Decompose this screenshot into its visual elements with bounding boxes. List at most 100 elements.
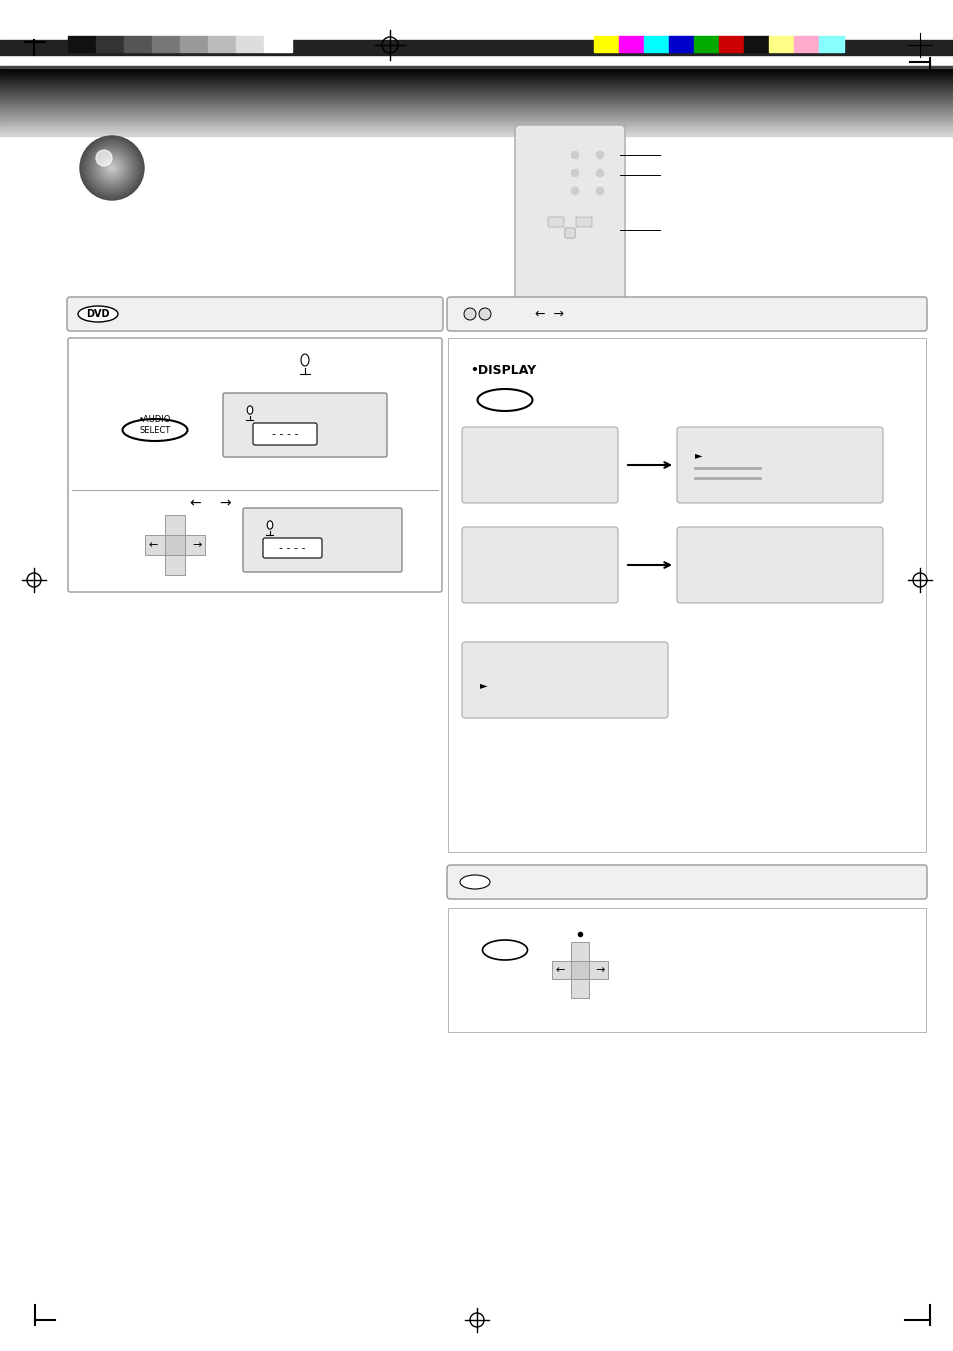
Bar bbox=[0, 99, 953, 100]
Bar bbox=[0, 93, 953, 95]
Bar bbox=[145, 535, 205, 555]
FancyBboxPatch shape bbox=[564, 228, 575, 238]
Circle shape bbox=[110, 166, 113, 170]
Bar bbox=[0, 123, 953, 124]
Bar bbox=[594, 36, 618, 51]
Text: ►: ► bbox=[479, 680, 487, 690]
Bar bbox=[719, 36, 743, 51]
Bar bbox=[0, 77, 953, 78]
FancyBboxPatch shape bbox=[564, 228, 575, 238]
Bar bbox=[668, 36, 693, 51]
Text: •AUDIO
SELECT: •AUDIO SELECT bbox=[139, 415, 171, 435]
Circle shape bbox=[111, 168, 112, 169]
Bar bbox=[0, 86, 953, 88]
Bar bbox=[0, 119, 953, 120]
Ellipse shape bbox=[478, 308, 491, 320]
FancyBboxPatch shape bbox=[515, 126, 624, 309]
Circle shape bbox=[105, 161, 119, 176]
Circle shape bbox=[99, 155, 125, 181]
Circle shape bbox=[91, 149, 132, 188]
Bar bbox=[0, 81, 953, 84]
Circle shape bbox=[103, 159, 121, 177]
Circle shape bbox=[86, 142, 138, 195]
Circle shape bbox=[83, 139, 141, 197]
Bar bbox=[68, 36, 96, 51]
Bar bbox=[0, 88, 953, 91]
Circle shape bbox=[108, 163, 116, 172]
Bar bbox=[0, 113, 953, 116]
FancyBboxPatch shape bbox=[447, 297, 926, 331]
Circle shape bbox=[571, 169, 578, 177]
Ellipse shape bbox=[122, 419, 188, 440]
Bar bbox=[571, 961, 588, 979]
Circle shape bbox=[92, 149, 131, 186]
Bar bbox=[0, 134, 953, 136]
Bar bbox=[0, 95, 953, 97]
Circle shape bbox=[109, 165, 115, 172]
Circle shape bbox=[82, 138, 142, 199]
Bar bbox=[0, 126, 953, 127]
Bar bbox=[0, 105, 953, 107]
Circle shape bbox=[97, 153, 127, 182]
Circle shape bbox=[596, 151, 603, 159]
Bar bbox=[0, 74, 953, 77]
Bar bbox=[643, 36, 668, 51]
FancyBboxPatch shape bbox=[677, 527, 882, 603]
Circle shape bbox=[96, 150, 112, 166]
FancyBboxPatch shape bbox=[68, 338, 441, 592]
Circle shape bbox=[88, 145, 136, 192]
FancyBboxPatch shape bbox=[253, 423, 316, 444]
FancyBboxPatch shape bbox=[461, 527, 618, 603]
Text: →: → bbox=[193, 540, 201, 550]
Bar bbox=[152, 36, 180, 51]
Circle shape bbox=[100, 155, 124, 180]
Text: →: → bbox=[219, 496, 231, 509]
Ellipse shape bbox=[482, 940, 527, 961]
Bar bbox=[0, 120, 953, 123]
Bar bbox=[165, 535, 185, 555]
Text: DVD: DVD bbox=[86, 309, 110, 319]
Circle shape bbox=[91, 147, 132, 189]
Bar bbox=[0, 127, 953, 130]
Bar bbox=[552, 961, 607, 979]
Bar bbox=[0, 84, 953, 85]
Circle shape bbox=[87, 143, 137, 193]
Text: ←: ← bbox=[148, 540, 157, 550]
Bar bbox=[0, 66, 953, 68]
Circle shape bbox=[106, 162, 118, 174]
Bar bbox=[0, 118, 953, 119]
Bar bbox=[0, 107, 953, 109]
FancyBboxPatch shape bbox=[547, 218, 563, 227]
FancyBboxPatch shape bbox=[223, 393, 387, 457]
FancyBboxPatch shape bbox=[576, 218, 592, 227]
Bar bbox=[0, 91, 953, 92]
Bar bbox=[0, 130, 953, 131]
Circle shape bbox=[596, 186, 603, 195]
FancyBboxPatch shape bbox=[263, 538, 322, 558]
FancyBboxPatch shape bbox=[447, 865, 926, 898]
FancyBboxPatch shape bbox=[448, 338, 925, 852]
Circle shape bbox=[98, 154, 126, 182]
Ellipse shape bbox=[267, 520, 273, 530]
Bar bbox=[180, 36, 208, 51]
FancyBboxPatch shape bbox=[67, 297, 442, 331]
Circle shape bbox=[94, 150, 130, 186]
Circle shape bbox=[571, 151, 578, 159]
Circle shape bbox=[107, 163, 117, 173]
Text: - - - -: - - - - bbox=[278, 543, 305, 553]
Bar bbox=[0, 73, 953, 74]
Ellipse shape bbox=[301, 354, 309, 366]
FancyBboxPatch shape bbox=[243, 508, 401, 571]
Bar bbox=[0, 68, 953, 70]
Bar bbox=[793, 36, 818, 51]
Bar bbox=[768, 36, 793, 51]
Text: ►: ► bbox=[695, 450, 701, 459]
Bar bbox=[0, 70, 953, 72]
Bar bbox=[208, 36, 235, 51]
Bar bbox=[0, 101, 953, 104]
Bar bbox=[0, 97, 953, 99]
Circle shape bbox=[104, 159, 120, 176]
Bar bbox=[0, 100, 953, 101]
Circle shape bbox=[95, 151, 129, 185]
Ellipse shape bbox=[463, 308, 476, 320]
